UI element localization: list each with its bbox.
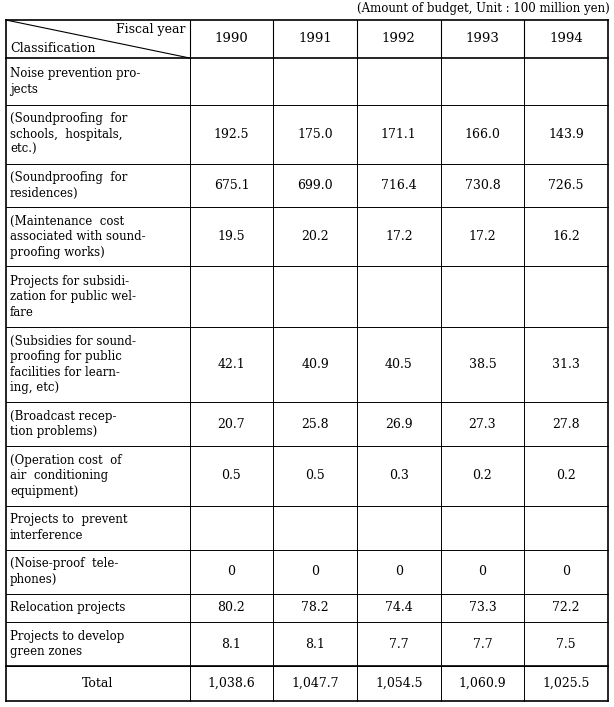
Text: 192.5: 192.5 bbox=[214, 128, 249, 141]
Text: 0.5: 0.5 bbox=[305, 469, 325, 482]
Text: 20.7: 20.7 bbox=[217, 418, 245, 431]
Text: 40.5: 40.5 bbox=[385, 358, 413, 371]
Text: 0: 0 bbox=[227, 565, 235, 578]
Text: 730.8: 730.8 bbox=[465, 179, 500, 192]
Text: 38.5: 38.5 bbox=[468, 358, 496, 371]
Text: 26.9: 26.9 bbox=[385, 418, 413, 431]
Text: 171.1: 171.1 bbox=[381, 128, 417, 141]
Text: 78.2: 78.2 bbox=[301, 602, 329, 614]
Text: 0: 0 bbox=[311, 565, 319, 578]
Text: (Operation cost  of
air  conditioning
equipment): (Operation cost of air conditioning equi… bbox=[10, 454, 122, 498]
Text: 1993: 1993 bbox=[465, 33, 499, 45]
Text: 1991: 1991 bbox=[298, 33, 332, 45]
Text: (Amount of budget, Unit : 100 million yen): (Amount of budget, Unit : 100 million ye… bbox=[357, 2, 610, 15]
Text: (Maintenance  cost
associated with sound-
proofing works): (Maintenance cost associated with sound-… bbox=[10, 214, 146, 259]
Text: Projects to  prevent
interference: Projects to prevent interference bbox=[10, 513, 128, 542]
Text: 27.8: 27.8 bbox=[553, 418, 580, 431]
Text: 42.1: 42.1 bbox=[217, 358, 246, 371]
Text: 1,025.5: 1,025.5 bbox=[543, 677, 590, 690]
Text: 1,060.9: 1,060.9 bbox=[459, 677, 507, 690]
Text: 1992: 1992 bbox=[382, 33, 416, 45]
Text: 0.2: 0.2 bbox=[473, 469, 492, 482]
Text: (Noise-proof  tele-
phones): (Noise-proof tele- phones) bbox=[10, 557, 119, 586]
Text: Relocation projects: Relocation projects bbox=[10, 602, 125, 614]
Text: (Subsidies for sound-
proofing for public
facilities for learn-
ing, etc): (Subsidies for sound- proofing for publi… bbox=[10, 335, 136, 395]
Text: 74.4: 74.4 bbox=[385, 602, 413, 614]
Text: (Broadcast recep-
tion problems): (Broadcast recep- tion problems) bbox=[10, 410, 117, 438]
Text: Classification: Classification bbox=[10, 42, 96, 55]
Text: 25.8: 25.8 bbox=[301, 418, 329, 431]
Text: 16.2: 16.2 bbox=[552, 230, 580, 243]
Text: 17.2: 17.2 bbox=[468, 230, 496, 243]
Text: 1990: 1990 bbox=[214, 33, 248, 45]
Text: 40.9: 40.9 bbox=[301, 358, 329, 371]
Text: 175.0: 175.0 bbox=[297, 128, 333, 141]
Text: 8.1: 8.1 bbox=[305, 638, 325, 650]
Text: 166.0: 166.0 bbox=[465, 128, 500, 141]
Text: 143.9: 143.9 bbox=[548, 128, 584, 141]
Text: 17.2: 17.2 bbox=[385, 230, 413, 243]
Text: Projects to develop
green zones: Projects to develop green zones bbox=[10, 630, 125, 658]
Text: (Soundproofing  for
schools,  hospitals,
etc.): (Soundproofing for schools, hospitals, e… bbox=[10, 112, 127, 156]
Text: 726.5: 726.5 bbox=[548, 179, 584, 192]
Text: 1994: 1994 bbox=[550, 33, 583, 45]
Text: 20.2: 20.2 bbox=[301, 230, 329, 243]
Text: 675.1: 675.1 bbox=[214, 179, 249, 192]
Text: 0.2: 0.2 bbox=[556, 469, 576, 482]
Text: 72.2: 72.2 bbox=[553, 602, 580, 614]
Text: 31.3: 31.3 bbox=[552, 358, 580, 371]
Text: 699.0: 699.0 bbox=[297, 179, 333, 192]
Text: 0: 0 bbox=[478, 565, 486, 578]
Text: 80.2: 80.2 bbox=[217, 602, 246, 614]
Text: 0.3: 0.3 bbox=[389, 469, 409, 482]
Text: 0: 0 bbox=[395, 565, 403, 578]
Text: 73.3: 73.3 bbox=[468, 602, 496, 614]
Text: 7.7: 7.7 bbox=[389, 638, 409, 650]
Text: 27.3: 27.3 bbox=[468, 418, 496, 431]
Text: Fiscal year: Fiscal year bbox=[116, 23, 185, 36]
Text: 19.5: 19.5 bbox=[217, 230, 245, 243]
Text: Total: Total bbox=[82, 677, 114, 690]
Text: 0: 0 bbox=[562, 565, 570, 578]
Text: (Soundproofing  for
residences): (Soundproofing for residences) bbox=[10, 171, 127, 199]
Text: 1,054.5: 1,054.5 bbox=[375, 677, 422, 690]
Text: Projects for subsidi-
zation for public wel-
fare: Projects for subsidi- zation for public … bbox=[10, 275, 136, 319]
Text: 0.5: 0.5 bbox=[222, 469, 241, 482]
Text: 7.7: 7.7 bbox=[473, 638, 492, 650]
Text: Noise prevention pro-
jects: Noise prevention pro- jects bbox=[10, 67, 141, 95]
Text: 1,047.7: 1,047.7 bbox=[292, 677, 339, 690]
Text: 7.5: 7.5 bbox=[556, 638, 576, 650]
Text: 1,038.6: 1,038.6 bbox=[208, 677, 255, 690]
Text: 716.4: 716.4 bbox=[381, 179, 417, 192]
Text: 8.1: 8.1 bbox=[222, 638, 241, 650]
